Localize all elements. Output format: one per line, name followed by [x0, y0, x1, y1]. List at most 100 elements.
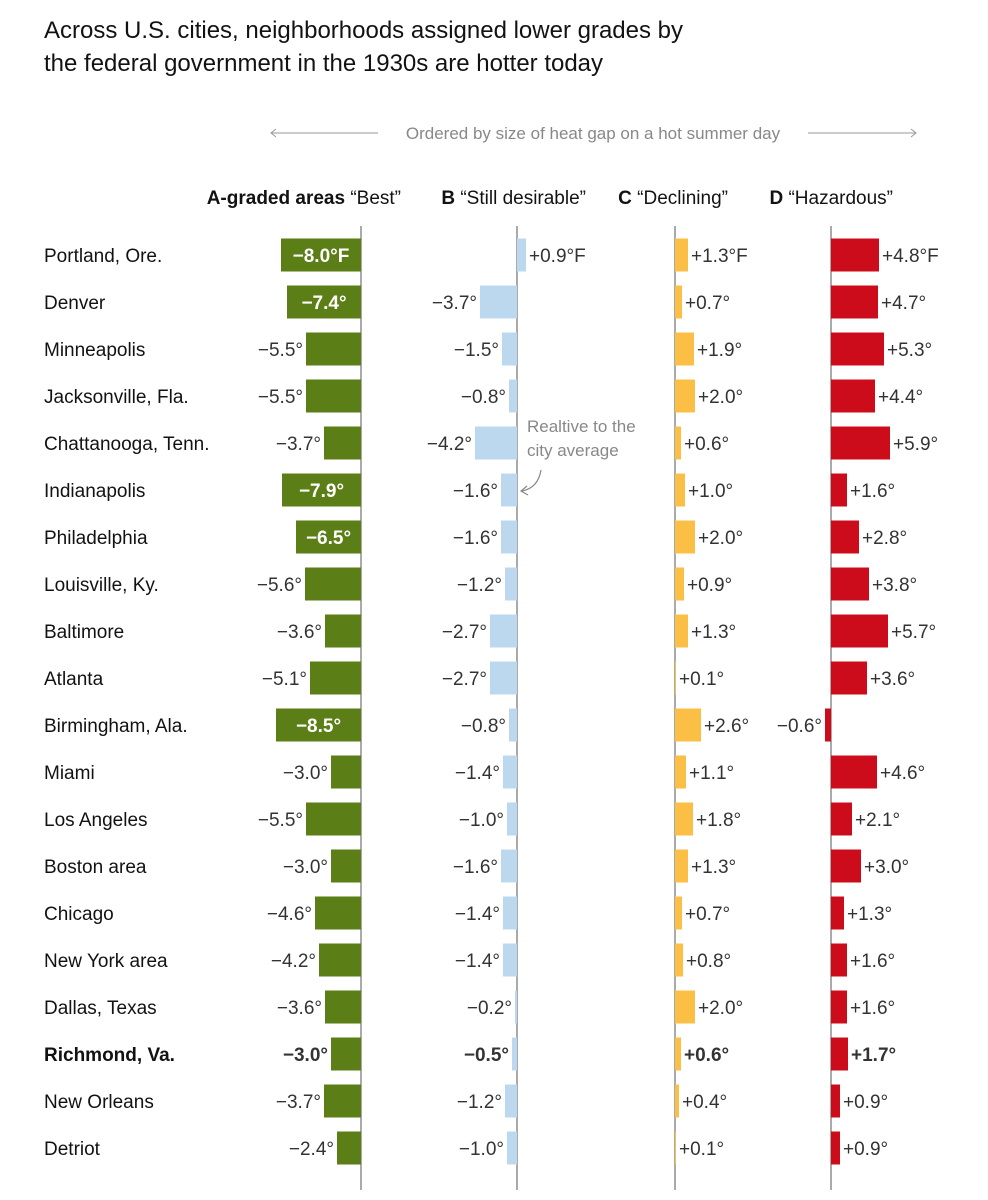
value-label-a-graded-areas: −2.4° — [289, 1139, 334, 1160]
bar-d — [825, 708, 831, 742]
value-label-a-graded-areas: −4.2° — [271, 951, 316, 972]
value-label-d: +0.9° — [843, 1092, 888, 1113]
value-label-d: +1.6° — [850, 998, 895, 1019]
value-label-d: +3.8° — [872, 575, 917, 596]
chart-row: Baltimore −3.6° −2.7° +1.3° +5.7° — [44, 614, 936, 648]
column-header-b: B “Still desirable” — [441, 188, 586, 209]
value-label-d: +3.6° — [870, 669, 915, 690]
bar-a-graded-areas — [296, 520, 361, 554]
bar-a-graded-areas — [325, 614, 361, 648]
value-label-b: −1.4° — [455, 763, 500, 784]
ordering-note: Ordered by size of heat gap on a hot sum… — [270, 124, 917, 143]
bar-c — [675, 802, 693, 836]
bar-c — [675, 849, 688, 883]
bar-d — [831, 802, 852, 836]
value-label-a-graded-areas: −3.0° — [283, 1045, 328, 1066]
bar-b — [475, 426, 517, 460]
bar-b — [507, 1131, 517, 1165]
column-header-c: C “Declining” — [618, 188, 728, 209]
chart-row: Detriot −2.4° −1.0° +0.1° +0.9° — [44, 1131, 888, 1165]
bar-d — [831, 614, 888, 648]
bar-c — [675, 285, 682, 319]
column-header-grade: B — [441, 188, 455, 209]
value-label-c: +1.3° — [691, 622, 736, 643]
bar-a-graded-areas — [337, 1131, 361, 1165]
bar-a-graded-areas — [287, 285, 361, 319]
value-label-b: −1.5° — [454, 340, 499, 361]
city-label: Richmond, Va. — [44, 1045, 175, 1066]
value-label-c: +0.7° — [685, 904, 730, 925]
bar-a-graded-areas — [305, 567, 361, 601]
bar-d — [831, 896, 844, 930]
value-label-a-graded-areas: −5.5° — [258, 810, 303, 831]
chart-row: Boston area −3.0° −1.6° +1.3° +3.0° — [44, 849, 909, 883]
bar-d — [831, 473, 847, 507]
bar-d — [831, 661, 867, 695]
bar-c — [675, 661, 676, 695]
bar-c — [675, 238, 688, 272]
bar-d — [831, 332, 884, 366]
column-header-description: “Declining” — [632, 188, 728, 209]
value-label-c: +2.6° — [704, 716, 749, 737]
value-label-c: +0.8° — [686, 951, 731, 972]
value-label-d: +4.7° — [881, 293, 926, 314]
column-headers: A-graded areas “Best” B “Still desirable”… — [207, 188, 893, 209]
bar-c — [675, 990, 695, 1024]
bar-a-graded-areas — [325, 990, 361, 1024]
bar-b — [480, 285, 517, 319]
annotation-arrowhead — [519, 485, 529, 496]
value-label-b: −2.7° — [442, 622, 487, 643]
value-label-c: +1.9° — [697, 340, 742, 361]
value-label-c: +0.6° — [684, 434, 729, 455]
bar-d — [831, 1131, 840, 1165]
bar-b — [512, 1037, 517, 1071]
city-label: Denver — [44, 293, 106, 314]
bar-a-graded-areas — [306, 802, 361, 836]
bar-a-graded-areas — [324, 426, 361, 460]
value-label-b: −2.7° — [442, 669, 487, 690]
bar-a-graded-areas — [281, 238, 361, 272]
bar-d — [831, 990, 847, 1024]
bar-b — [503, 943, 517, 977]
value-label-d: +1.3° — [847, 904, 892, 925]
bar-a-graded-areas — [331, 849, 361, 883]
ordering-note-text: Ordered by size of heat gap on a hot sum… — [406, 124, 781, 143]
city-label: Minneapolis — [44, 340, 145, 361]
value-label-b: −0.8° — [461, 716, 506, 737]
chart-row: Minneapolis −5.5° −1.5° +1.9° +5.3° — [44, 332, 932, 366]
value-label-c: +1.1° — [689, 763, 734, 784]
bar-b — [517, 238, 526, 272]
bar-d — [831, 426, 890, 460]
value-label-a-graded-areas: −8.5° — [296, 716, 341, 737]
value-label-c: +0.9° — [687, 575, 732, 596]
bar-d — [831, 943, 847, 977]
value-label-c: +2.0° — [698, 528, 743, 549]
bar-d — [831, 849, 861, 883]
city-label: Atlanta — [44, 669, 104, 690]
bar-a-graded-areas — [310, 661, 361, 695]
city-label: Jacksonville, Fla. — [44, 387, 189, 408]
chart-row: Jacksonville, Fla. −5.5° −0.8° +2.0° +4.4° — [44, 379, 923, 413]
value-label-d: +2.8° — [862, 528, 907, 549]
chart-row: Atlanta −5.1° −2.7° +0.1° +3.6° — [44, 661, 915, 695]
bar-d — [831, 1037, 848, 1071]
column-header-d: D “Hazardous” — [769, 188, 893, 209]
value-label-d: +2.1° — [855, 810, 900, 831]
bar-a-graded-areas — [331, 755, 361, 789]
value-label-c: +0.1° — [679, 1139, 724, 1160]
column-header-grade: C — [618, 188, 632, 209]
value-label-a-graded-areas: −5.5° — [258, 340, 303, 361]
chart-row: Chicago −4.6° −1.4° +0.7° +1.3° — [44, 896, 892, 930]
bar-a-graded-areas — [306, 332, 361, 366]
bar-b — [503, 755, 517, 789]
chart-row: Chattanooga, Tenn. −3.7° −4.2° +0.6° +5.9° — [44, 426, 938, 460]
annotation-line-1: Realtive to the — [527, 417, 636, 436]
value-label-d: +1.6° — [850, 481, 895, 502]
value-label-a-graded-areas: −5.6° — [257, 575, 302, 596]
value-label-a-graded-areas: −3.7° — [276, 434, 321, 455]
chart-title-line-2: the federal government in the 1930s are … — [44, 50, 604, 77]
value-label-c: +0.7° — [685, 293, 730, 314]
chart-title: Across U.S. cities, neighborhoods assign… — [44, 14, 944, 80]
bar-a-graded-areas — [324, 1084, 361, 1118]
